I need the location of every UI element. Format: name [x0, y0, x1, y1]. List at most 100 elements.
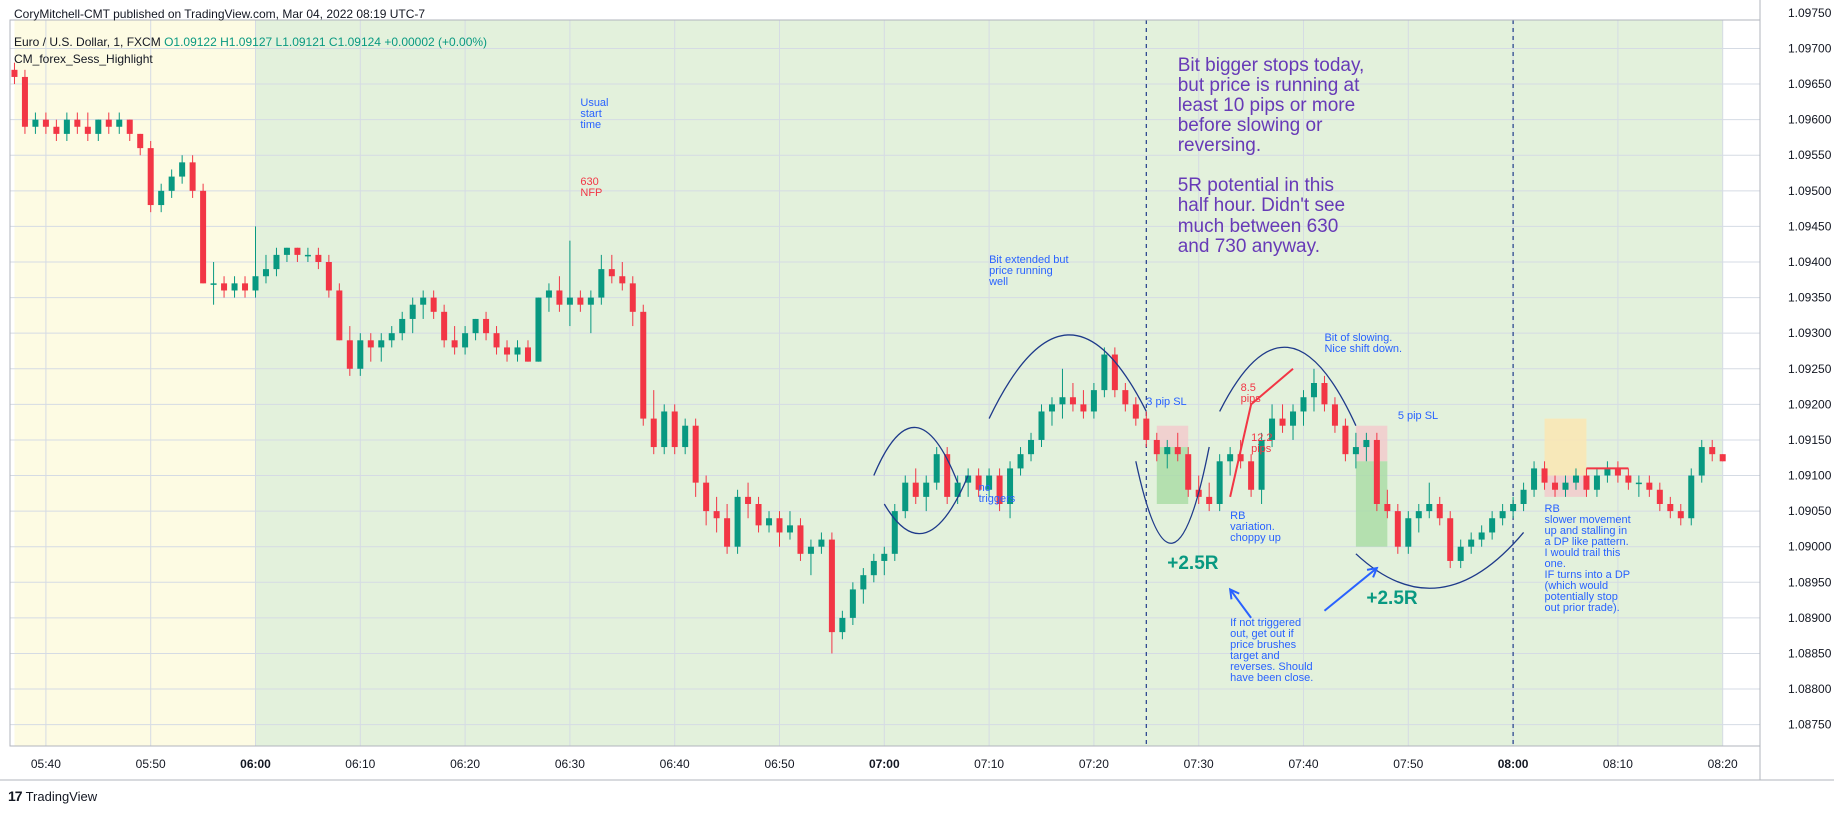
- candle-body: [1352, 447, 1359, 455]
- y-tick-label: 1.09750: [1788, 6, 1832, 20]
- candle-body: [1331, 404, 1338, 426]
- candle-body: [1415, 511, 1422, 519]
- arrow-upright: [1323, 567, 1378, 612]
- candle-body: [1048, 404, 1055, 412]
- candle-body: [504, 347, 511, 355]
- candle-body: [692, 425, 699, 483]
- candle-body: [493, 333, 500, 348]
- candle-body: [870, 560, 877, 576]
- trade1-stop-zone: [1156, 425, 1189, 448]
- candle-body: [472, 318, 479, 334]
- y-tick-label: 1.09500: [1788, 184, 1832, 198]
- candle-body: [912, 482, 919, 497]
- candle-body: [1688, 475, 1695, 519]
- candle-body: [315, 254, 322, 262]
- candle-body: [881, 553, 888, 561]
- x-tick-label: 07:40: [1288, 757, 1318, 771]
- slowing-note: Bit of slowing. Nice shift down.: [1324, 332, 1403, 356]
- candle-body: [1321, 383, 1328, 405]
- candle-body: [1111, 354, 1118, 391]
- candle-body: [1468, 539, 1475, 547]
- arrow-upright-head: [1366, 566, 1379, 578]
- candle-body: [1384, 504, 1391, 512]
- y-tick-label: 1.08950: [1788, 575, 1832, 589]
- y-tick-label: 1.09650: [1788, 77, 1832, 91]
- trade2-target-zone: [1355, 461, 1388, 547]
- candle-body: [650, 418, 657, 448]
- candle-body: [1363, 439, 1370, 448]
- x-tick-label: 06:30: [555, 757, 585, 771]
- candle-body: [1174, 447, 1181, 455]
- candle-body: [158, 190, 165, 206]
- x-tick-label: 07:50: [1393, 757, 1423, 771]
- candle-body: [1101, 354, 1108, 391]
- candle-body: [807, 546, 814, 554]
- candle-body: [1290, 411, 1297, 426]
- candle-body: [818, 539, 825, 547]
- candle-body: [1478, 532, 1485, 540]
- candle-body: [1122, 390, 1129, 405]
- no-triggers-note: no triggers: [978, 481, 1016, 505]
- y-tick-label: 1.09350: [1788, 291, 1832, 305]
- x-tick-label: 07:00: [869, 757, 900, 771]
- candle-body: [137, 133, 144, 149]
- candle-body: [336, 290, 343, 341]
- candle-body: [766, 518, 773, 526]
- after-session-area: [1722, 20, 1760, 746]
- candle-body: [11, 69, 18, 77]
- candle-body: [1614, 468, 1621, 476]
- candle-body: [388, 333, 395, 341]
- candle-body: [1090, 390, 1097, 412]
- candle-body: [441, 311, 448, 341]
- candle-body: [524, 347, 531, 362]
- candle-body: [629, 283, 636, 312]
- candle-body: [1426, 504, 1433, 512]
- candle-body: [483, 318, 490, 334]
- candle-body: [1279, 418, 1286, 426]
- candle-body: [63, 119, 70, 134]
- candle-body: [1656, 489, 1663, 504]
- candle-body: [619, 276, 626, 284]
- candle-body: [1069, 397, 1076, 405]
- candle-body: [608, 269, 615, 277]
- candle-body: [566, 297, 573, 305]
- candle-body: [755, 504, 762, 526]
- x-tick-label: 05:40: [31, 757, 61, 771]
- candle-body: [273, 254, 280, 270]
- candle-body: [514, 347, 521, 355]
- candle-body: [545, 290, 552, 298]
- x-tick-label: 08:20: [1708, 757, 1738, 771]
- candle-body: [797, 525, 804, 554]
- candle-body: [598, 269, 605, 298]
- tradingview-logo[interactable]: 17 TradingView: [8, 788, 97, 804]
- candle-body: [42, 119, 49, 127]
- candle-body: [1541, 468, 1548, 483]
- candle-body: [168, 176, 175, 191]
- candle-body: [1583, 475, 1590, 490]
- trade3-pending-zone: [1544, 418, 1587, 476]
- x-tick-label: 07:10: [974, 757, 1004, 771]
- y-tick-label: 1.09000: [1788, 540, 1832, 554]
- y-tick-label: 1.09450: [1788, 219, 1832, 233]
- candle-body: [53, 126, 60, 134]
- candle-body: [849, 589, 856, 618]
- x-tick-label: 07:20: [1079, 757, 1109, 771]
- rb-slower-note: RB slower movement up and stalling in a …: [1544, 503, 1631, 614]
- candle-body: [1258, 439, 1265, 490]
- arc-bottom-0727: [1135, 446, 1210, 544]
- publish-info: CoryMitchell-CMT published on TradingVie…: [14, 7, 426, 21]
- candle-body: [1447, 518, 1454, 561]
- arc-top-0703: [873, 426, 959, 483]
- candle-body: [1028, 439, 1035, 455]
- candle-body: [828, 539, 835, 633]
- arc-top-0739: [1219, 346, 1357, 426]
- candle-body: [252, 276, 259, 291]
- candle-body: [1300, 397, 1307, 412]
- candle-body: [1625, 475, 1632, 483]
- y-tick-label: 1.09550: [1788, 148, 1832, 162]
- candle-body: [378, 340, 385, 348]
- candle-body: [671, 411, 678, 448]
- indicator-label[interactable]: CM_forex_Sess_Highlight: [14, 52, 153, 66]
- symbol-legend[interactable]: Euro / U.S. Dollar, 1, FXCM O1.09122 H1.…: [14, 35, 487, 49]
